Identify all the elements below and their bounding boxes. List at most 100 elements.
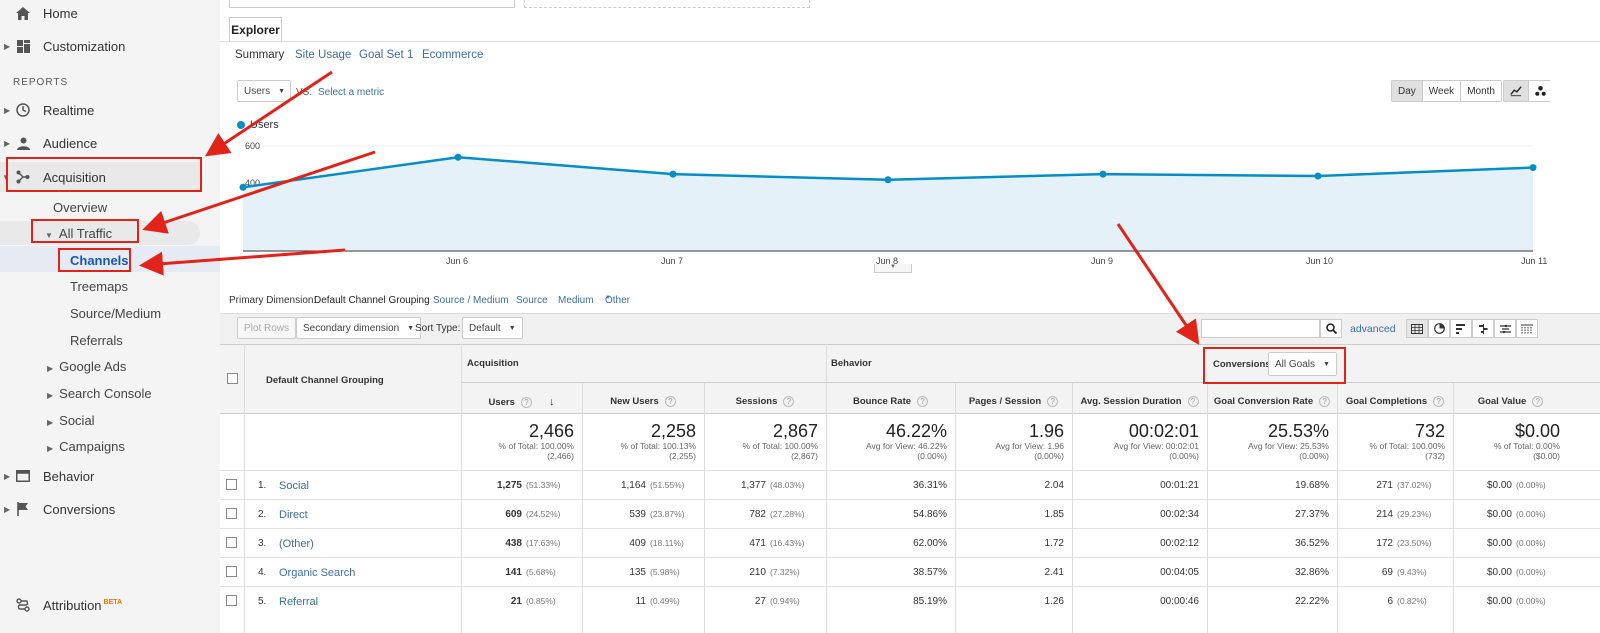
column-header-avg-session-duration[interactable]: Avg. Session Duration? [1072, 396, 1207, 407]
data-point[interactable] [454, 153, 462, 161]
column-header-sessions[interactable]: Sessions? [704, 396, 826, 407]
bar-chart-icon[interactable] [1450, 319, 1472, 338]
pivot-icon[interactable] [1516, 319, 1538, 338]
dimension-source-medium[interactable]: Source / Medium [433, 295, 509, 306]
column-header-bounce-rate[interactable]: Bounce Rate? [826, 396, 955, 407]
month-button[interactable]: Month [1460, 81, 1501, 101]
advanced-link[interactable]: advanced [1350, 323, 1396, 335]
date-range-box[interactable] [229, 0, 515, 8]
help-icon[interactable]: ? [1433, 396, 1445, 407]
sort-descending-icon[interactable]: ↓ [545, 396, 555, 408]
column-header-goal-conversion-rate[interactable]: Goal Conversion Rate? [1207, 396, 1337, 407]
row-checkbox[interactable] [226, 595, 237, 606]
comparison-icon[interactable] [1472, 319, 1494, 338]
help-icon[interactable]: ? [917, 396, 929, 407]
table-view-icon[interactable] [1406, 319, 1428, 338]
column-header-pages-session[interactable]: Pages / Session? [955, 396, 1072, 407]
motion-chart-icon[interactable] [1528, 81, 1552, 101]
week-button[interactable]: Week [1421, 81, 1461, 101]
sidebar-item-social[interactable]: ▶ Social [47, 413, 95, 428]
help-icon[interactable]: ? [664, 396, 676, 407]
row-checkbox[interactable] [226, 508, 237, 519]
help-icon[interactable]: ? [783, 396, 795, 407]
total-value: 2,466 [528, 421, 574, 441]
subtab-goal-set-1[interactable]: Goal Set 1 [359, 49, 414, 61]
term-cloud-icon[interactable] [1494, 319, 1516, 338]
help-icon[interactable]: ? [1047, 396, 1059, 407]
channel-link[interactable]: Social [279, 480, 309, 492]
reports-header: REPORTS [13, 77, 69, 88]
channel-link[interactable]: Direct [279, 509, 308, 521]
data-point[interactable] [239, 183, 247, 191]
help-icon[interactable]: ? [1319, 396, 1331, 407]
x-tick: Jun 7 [661, 256, 684, 266]
dimension-source[interactable]: Source [516, 295, 548, 306]
data-point[interactable] [884, 176, 892, 184]
search-icon[interactable] [1320, 319, 1342, 338]
dimension-column-header[interactable]: Default Channel Grouping [266, 375, 384, 386]
data-point[interactable] [1529, 164, 1537, 172]
column-header-goal-value[interactable]: Goal Value? [1453, 396, 1568, 407]
channel-link[interactable]: (Other) [279, 538, 314, 550]
sidebar-item-channels[interactable]: Channels [70, 253, 129, 268]
sidebar-item-all-traffic[interactable]: ▼ All Traffic [45, 226, 112, 241]
column-header-new-users[interactable]: New Users? [582, 396, 704, 407]
column-header-users[interactable]: Users? ↓ [488, 396, 555, 408]
sidebar-item-label: Attribution BETA [43, 597, 123, 613]
help-icon[interactable]: ? [1187, 396, 1199, 407]
pie-chart-icon[interactable] [1428, 319, 1450, 338]
x-tick: Jun 9 [1091, 256, 1114, 266]
subtab-summary[interactable]: Summary [235, 49, 285, 61]
secondary-dimension-select[interactable]: Secondary dimension ▼ [296, 317, 422, 339]
sidebar-item-source-medium[interactable]: Source/Medium [70, 306, 162, 321]
sidebar-item-customization[interactable]: ▶ Customization [0, 31, 220, 61]
sort-type-select[interactable]: Default ▼ [462, 317, 523, 339]
row-checkbox[interactable] [226, 566, 237, 577]
help-icon[interactable]: ? [520, 397, 532, 408]
row-checkbox[interactable] [226, 537, 237, 548]
dimension-default-channel-grouping[interactable]: Default Channel Grouping [314, 295, 430, 306]
table-search-input[interactable] [1201, 319, 1320, 338]
sidebar-item-overview[interactable]: Overview [53, 200, 108, 215]
sidebar-item-campaigns[interactable]: ▶ Campaigns [47, 439, 125, 454]
channel-link[interactable]: Organic Search [279, 567, 356, 579]
select-all-checkbox[interactable] [227, 373, 238, 384]
dimension-medium[interactable]: Medium [558, 295, 594, 306]
sidebar-item-treemaps[interactable]: Treemaps [70, 279, 129, 294]
metric-cell: 2.04 [1044, 480, 1064, 491]
acquisition-icon [16, 170, 30, 184]
sidebar-item-realtime[interactable]: ▶ Realtime [0, 95, 220, 125]
sidebar-item-attribution[interactable]: Attribution BETA [0, 590, 220, 620]
subtab-ecommerce[interactable]: Ecommerce [422, 49, 484, 61]
segment-box[interactable] [524, 0, 810, 8]
data-point[interactable] [1099, 170, 1107, 178]
data-point[interactable] [669, 170, 677, 178]
clock-icon [16, 103, 30, 117]
sidebar-item-search-console[interactable]: ▶ Search Console [47, 386, 152, 401]
select-metric-link[interactable]: Select a metric [318, 87, 385, 98]
sidebar-item-audience[interactable]: ▶ Audience [0, 128, 220, 158]
sidebar-item-acquisition[interactable]: ▼ Acquisition [0, 162, 220, 192]
tab-explorer[interactable]: Explorer [229, 17, 282, 42]
metric-cell: 00:00:46 [1160, 596, 1199, 607]
data-point[interactable] [1314, 172, 1322, 180]
granularity-toggle: Day Week Month [1391, 80, 1502, 102]
group-header-acquisition: Acquisition [467, 358, 519, 369]
chart-resize-handle[interactable]: ▼ [874, 264, 912, 273]
sidebar-item-conversions[interactable]: ▶ Conversions [0, 494, 220, 524]
sidebar-item-google-ads[interactable]: ▶ Google Ads [47, 359, 126, 374]
sidebar-item-home[interactable]: Home [0, 0, 220, 28]
channel-link[interactable]: Referral [279, 596, 319, 608]
row-checkbox[interactable] [226, 479, 237, 490]
sidebar-item-behavior[interactable]: ▶ Behavior [0, 461, 220, 491]
sidebar-item-referrals[interactable]: Referrals [70, 333, 123, 348]
line-chart-icon[interactable] [1504, 81, 1528, 101]
metric-cell: $0.00 (0.00%) [1486, 509, 1546, 520]
day-button[interactable]: Day [1392, 81, 1422, 101]
subtab-site-usage[interactable]: Site Usage [295, 49, 352, 61]
goals-select[interactable]: All Goals ▼ [1268, 352, 1337, 376]
column-header-goal-completions[interactable]: Goal Completions? [1337, 396, 1453, 407]
help-icon[interactable]: ? [1532, 396, 1544, 407]
plot-rows-button[interactable]: Plot Rows [237, 317, 297, 339]
